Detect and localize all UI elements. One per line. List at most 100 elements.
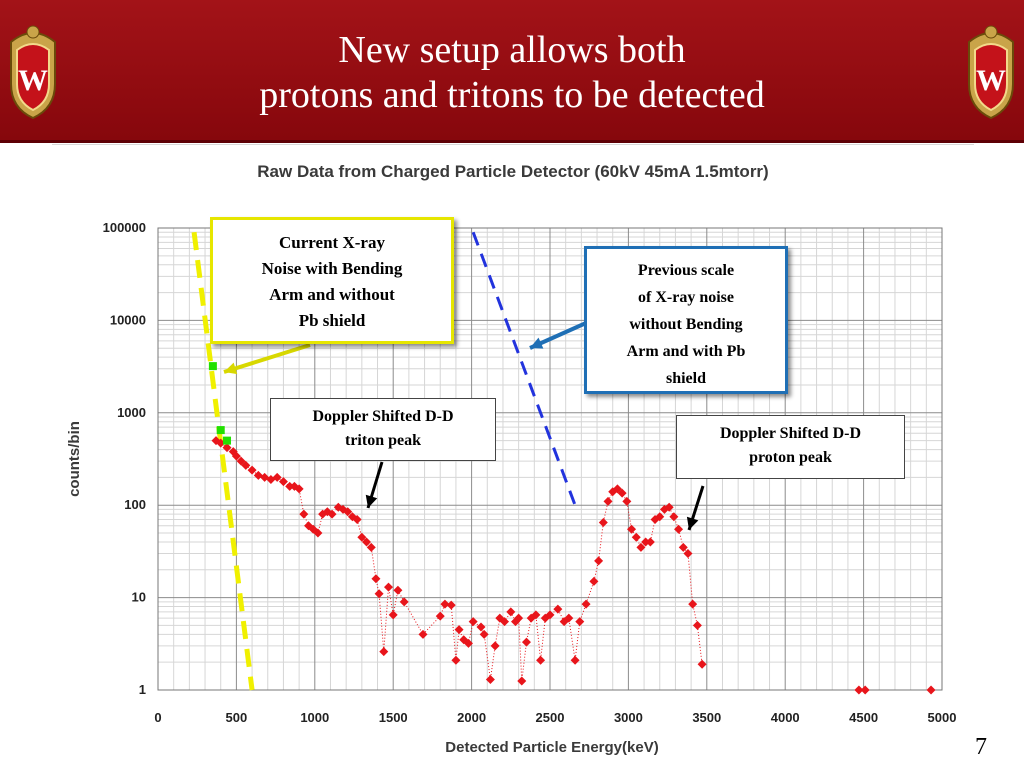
- data-point: [451, 655, 461, 665]
- data-point: [697, 659, 707, 669]
- data-point: [531, 610, 541, 620]
- data-point: [208, 362, 217, 371]
- title-banner: [0, 0, 1024, 140]
- data-point: [222, 443, 232, 453]
- data-point: [285, 481, 295, 491]
- data-point: [418, 629, 428, 639]
- data-point: [617, 488, 627, 498]
- arrow-previous-xray-head: [530, 337, 544, 349]
- data-point: [247, 465, 257, 475]
- data-point: [860, 685, 870, 695]
- slide-number: 7: [975, 734, 987, 760]
- slide-title: New setup allows both protons and triton…: [140, 28, 884, 118]
- data-point: [627, 524, 637, 534]
- data-point: [299, 509, 309, 519]
- series-line: [215, 440, 703, 682]
- callout-line: Current X-ray: [279, 233, 385, 252]
- callout-line: Arm and with Pb: [626, 343, 746, 360]
- callout-proton-peak: Doppler Shifted D-D proton peak: [676, 415, 905, 479]
- arrow-current-xray-head: [224, 362, 238, 375]
- data-point: [645, 537, 655, 547]
- guide-line-dashed: [471, 231, 577, 506]
- data-point: [683, 549, 693, 559]
- x-tick-label: 4500: [849, 710, 878, 725]
- data-point: [490, 641, 500, 651]
- y-axis-label: counts/bin: [66, 421, 83, 497]
- callout-triton-peak: Doppler Shifted D-D triton peak: [270, 398, 496, 461]
- data-point: [352, 515, 362, 525]
- svg-text:W: W: [18, 64, 48, 97]
- x-tick-label: 2000: [457, 710, 486, 725]
- data-point: [393, 585, 403, 595]
- x-tick-label: 3500: [692, 710, 721, 725]
- data-point: [926, 685, 936, 695]
- x-tick-label: 5000: [928, 710, 957, 725]
- callout-line: proton peak: [749, 449, 832, 466]
- plot-area-border: [157, 227, 943, 691]
- data-point: [435, 611, 445, 621]
- callout-line: Pb shield: [298, 311, 366, 330]
- data-point: [379, 647, 389, 657]
- data-point: [678, 542, 688, 552]
- data-point: [594, 556, 604, 566]
- data-point: [399, 597, 409, 607]
- data-point: [564, 613, 574, 623]
- x-tick-label: 1500: [379, 710, 408, 725]
- data-point: [476, 622, 486, 632]
- data-point: [575, 617, 585, 627]
- y-tick-label: 100000: [103, 220, 146, 235]
- arrow-proton-peak-head: [686, 516, 699, 530]
- data-point: [222, 436, 231, 445]
- arrow-triton-peak-head: [365, 494, 378, 508]
- data-point: [664, 502, 674, 512]
- data-point: [636, 542, 646, 552]
- x-tick-label: 1000: [300, 710, 329, 725]
- data-point: [603, 496, 613, 506]
- x-tick-label: 500: [226, 710, 248, 725]
- data-point: [479, 629, 489, 639]
- x-tick-label: 4000: [771, 710, 800, 725]
- callout-line: shield: [665, 370, 706, 387]
- data-point: [688, 599, 698, 609]
- data-point: [598, 517, 608, 527]
- data-point: [641, 537, 651, 547]
- data-point: [343, 507, 353, 517]
- plot-frame: [52, 144, 974, 765]
- slide-title-line-1: New setup allows both: [338, 29, 686, 71]
- guide-line-dashed: [191, 231, 255, 691]
- wisconsin-crest-logo-left: W: [10, 25, 56, 120]
- x-tick-label: 3000: [614, 710, 643, 725]
- y-tick-label: 1: [139, 682, 146, 697]
- data-point: [485, 674, 495, 684]
- data-point: [327, 509, 337, 519]
- x-axis-label: Detected Particle Energy(keV): [445, 739, 658, 756]
- y-tick-label: 100: [124, 497, 146, 512]
- data-point: [216, 426, 225, 435]
- data-point: [631, 532, 641, 542]
- data-point: [463, 638, 473, 648]
- data-point: [622, 496, 632, 506]
- data-point: [468, 617, 478, 627]
- data-point: [506, 607, 516, 617]
- data-point: [241, 460, 251, 470]
- callout-line: Noise with Bending: [261, 259, 403, 278]
- slide-title-line-2: protons and tritons to be detected: [259, 74, 765, 116]
- arrow-current-xray: [223, 343, 311, 374]
- data-point: [454, 625, 464, 635]
- data-point: [517, 676, 527, 686]
- data-point: [669, 512, 679, 522]
- callout-line: of X-ray noise: [638, 289, 734, 306]
- data-point: [674, 524, 684, 534]
- data-point: [388, 610, 398, 620]
- y-tick-label: 1000: [117, 405, 146, 420]
- data-point: [854, 685, 864, 695]
- data-point: [362, 537, 372, 547]
- chart-title: Raw Data from Charged Particle Detector …: [257, 162, 768, 181]
- data-point: [313, 528, 323, 538]
- data-point: [272, 472, 282, 482]
- data-point: [692, 620, 702, 630]
- callout-line: Doppler Shifted D-D: [312, 408, 454, 425]
- data-point: [366, 542, 376, 552]
- data-point: [536, 655, 546, 665]
- data-point: [446, 600, 456, 610]
